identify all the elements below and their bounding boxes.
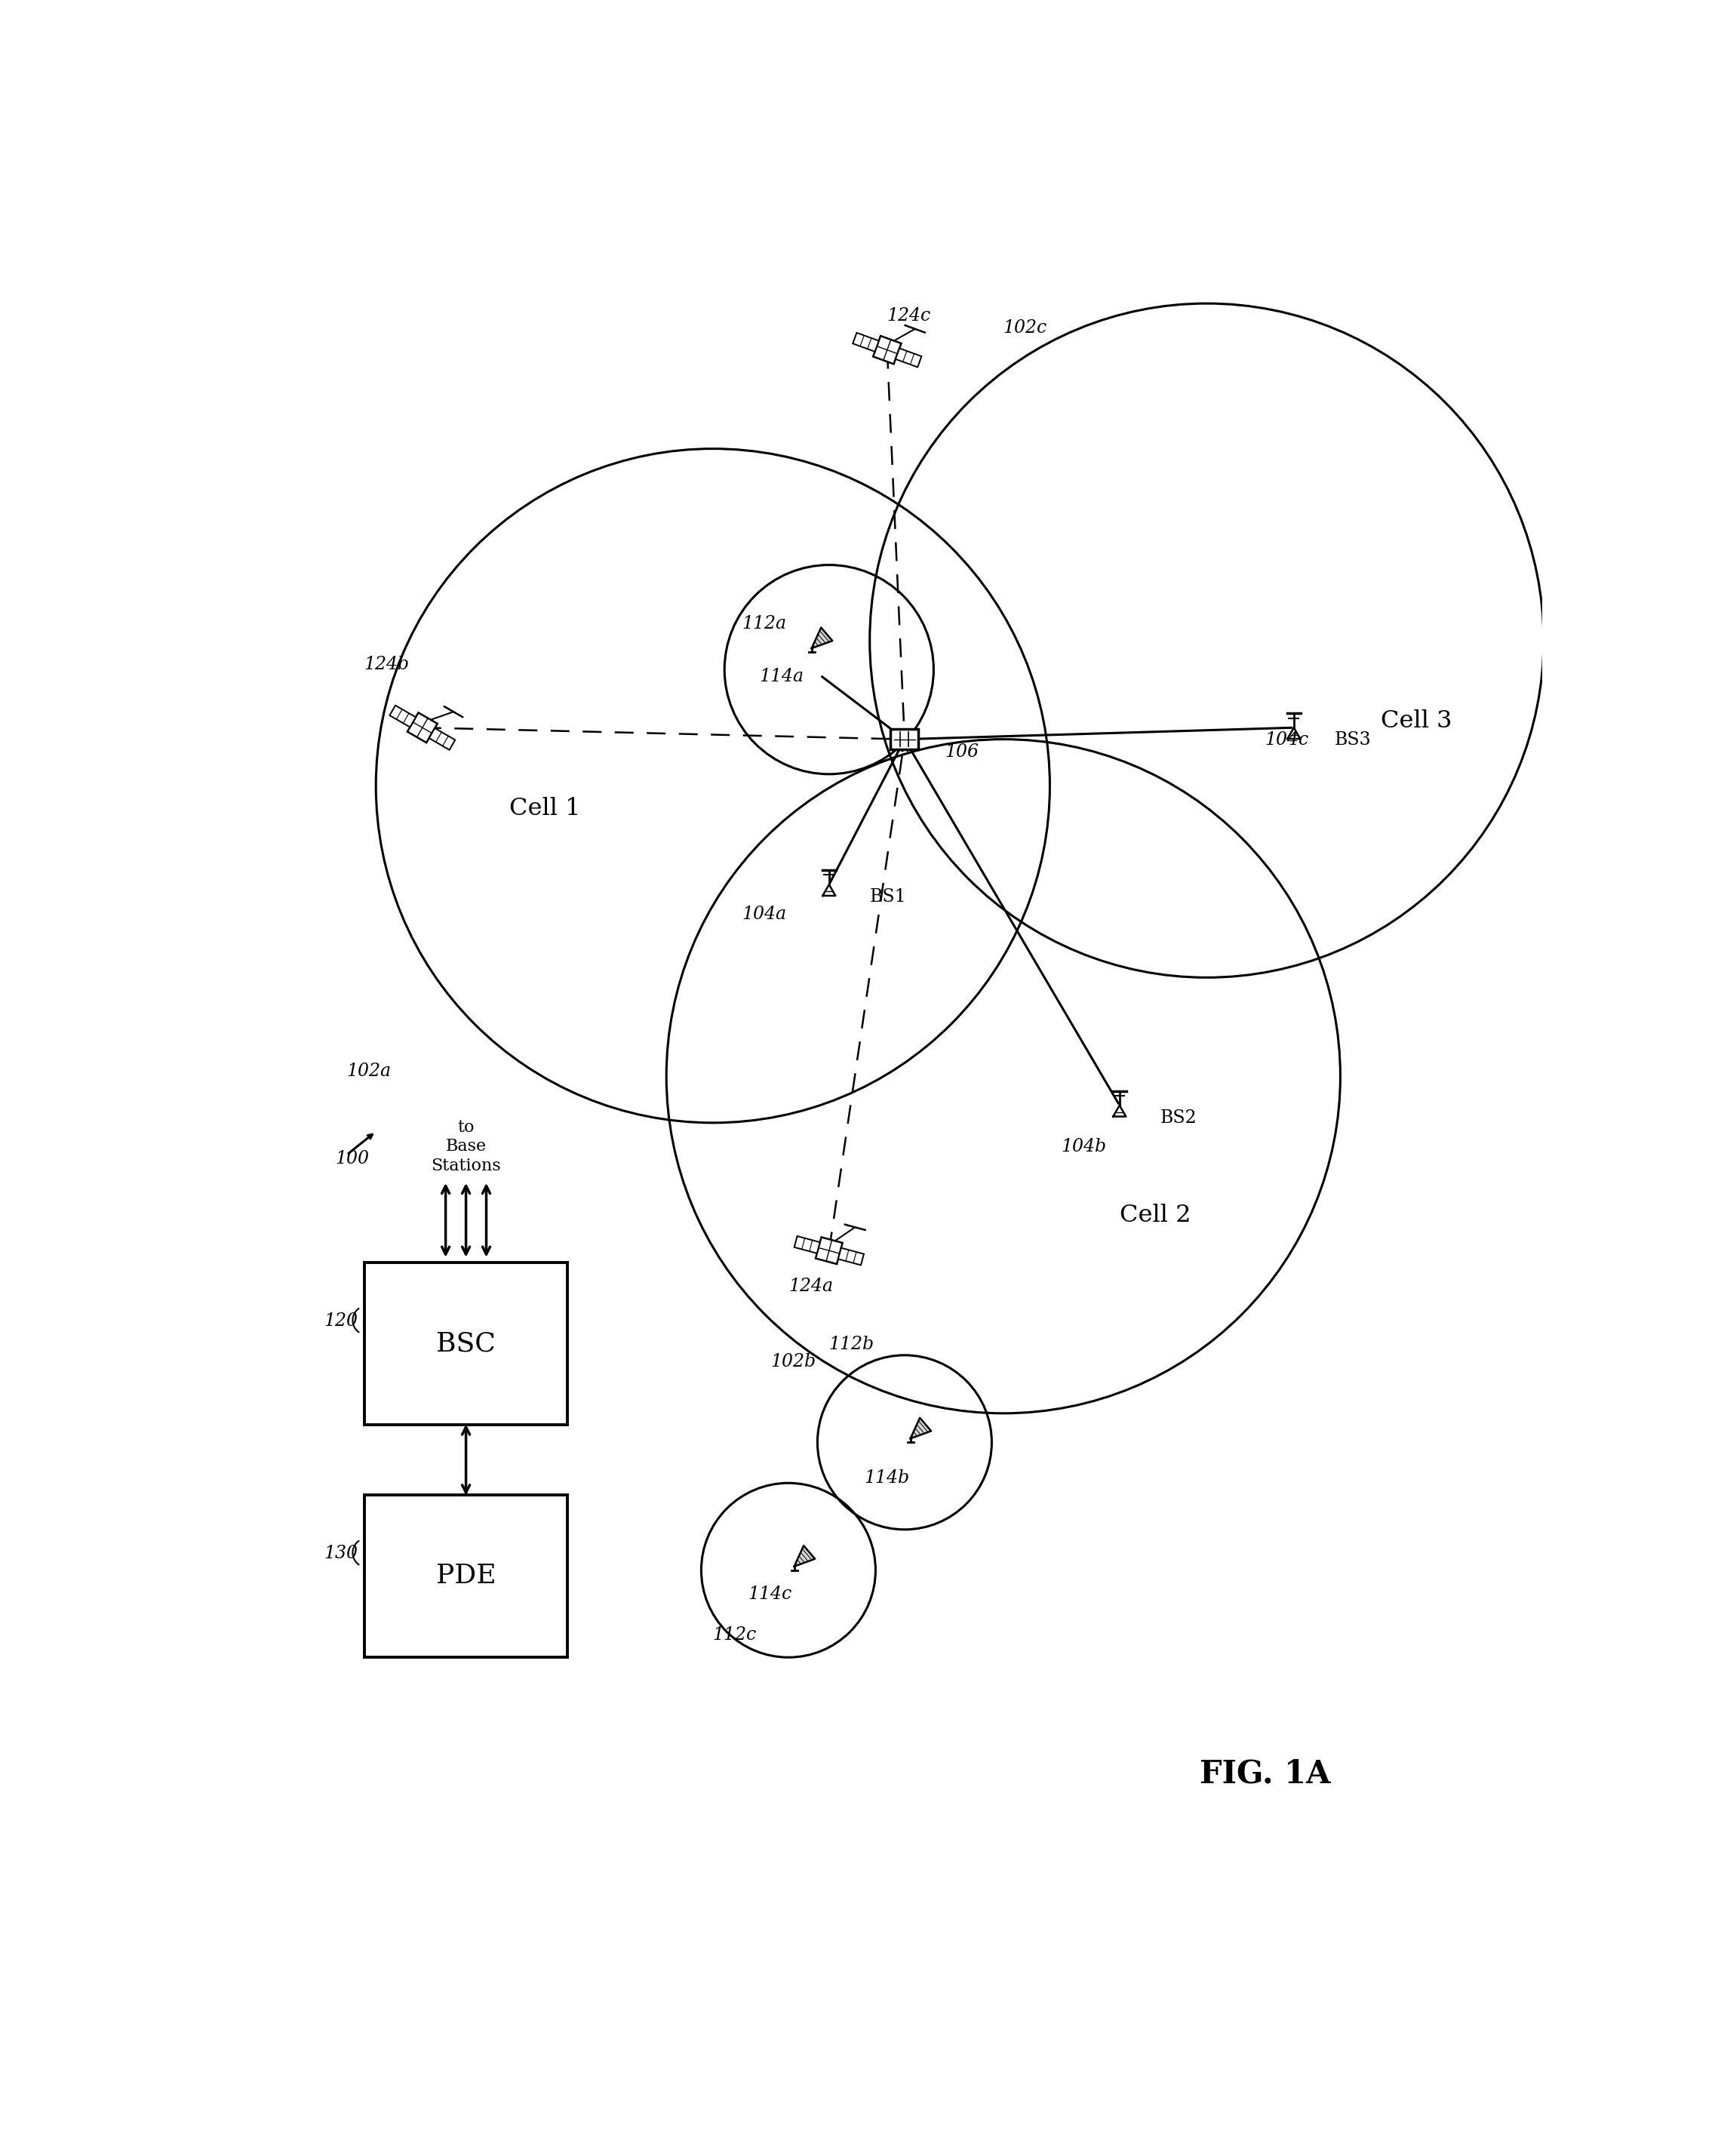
Text: 114a: 114a <box>759 668 804 686</box>
Polygon shape <box>911 1419 931 1438</box>
Text: BS3: BS3 <box>1335 731 1371 748</box>
Text: 104b: 104b <box>1062 1138 1106 1156</box>
Text: 112c: 112c <box>713 1626 758 1643</box>
Polygon shape <box>1287 727 1301 740</box>
Text: 124b: 124b <box>364 655 409 673</box>
Polygon shape <box>1113 1106 1125 1117</box>
Text: 120: 120 <box>323 1313 357 1330</box>
Bar <box>429 729 455 750</box>
Text: 112b: 112b <box>830 1337 874 1354</box>
Text: 104c: 104c <box>1264 731 1309 748</box>
Bar <box>852 332 880 351</box>
Text: PDE: PDE <box>436 1563 497 1589</box>
Text: Cell 1: Cell 1 <box>510 798 581 819</box>
Bar <box>407 714 438 742</box>
Text: BS2: BS2 <box>1160 1108 1197 1128</box>
Polygon shape <box>823 884 835 895</box>
Text: 106: 106 <box>945 744 979 761</box>
Text: BS1: BS1 <box>869 888 907 906</box>
Bar <box>390 705 416 727</box>
Text: Cell 2: Cell 2 <box>1120 1203 1191 1227</box>
Text: BSC: BSC <box>436 1330 497 1356</box>
Text: 114b: 114b <box>864 1470 909 1488</box>
Text: 114c: 114c <box>747 1585 792 1604</box>
Bar <box>895 349 921 367</box>
FancyBboxPatch shape <box>364 1494 567 1658</box>
Text: FIG. 1A: FIG. 1A <box>1199 1757 1330 1789</box>
Text: 102c: 102c <box>1003 319 1048 336</box>
Text: 124a: 124a <box>789 1279 833 1296</box>
Text: 100: 100 <box>335 1149 369 1166</box>
Bar <box>873 336 902 364</box>
Text: 102a: 102a <box>347 1063 392 1080</box>
FancyBboxPatch shape <box>890 729 919 750</box>
FancyBboxPatch shape <box>364 1261 567 1425</box>
Polygon shape <box>794 1546 814 1567</box>
Text: 102b: 102b <box>771 1354 816 1371</box>
Bar <box>838 1248 864 1266</box>
Text: Cell 3: Cell 3 <box>1381 709 1452 733</box>
Text: to
Base
Stations: to Base Stations <box>431 1119 502 1173</box>
Text: 112a: 112a <box>742 614 787 632</box>
Bar <box>816 1238 842 1263</box>
Text: 104a: 104a <box>742 906 787 923</box>
Text: 124c: 124c <box>886 308 931 326</box>
Bar <box>794 1235 819 1253</box>
Text: 130: 130 <box>323 1546 357 1563</box>
Polygon shape <box>811 627 833 649</box>
